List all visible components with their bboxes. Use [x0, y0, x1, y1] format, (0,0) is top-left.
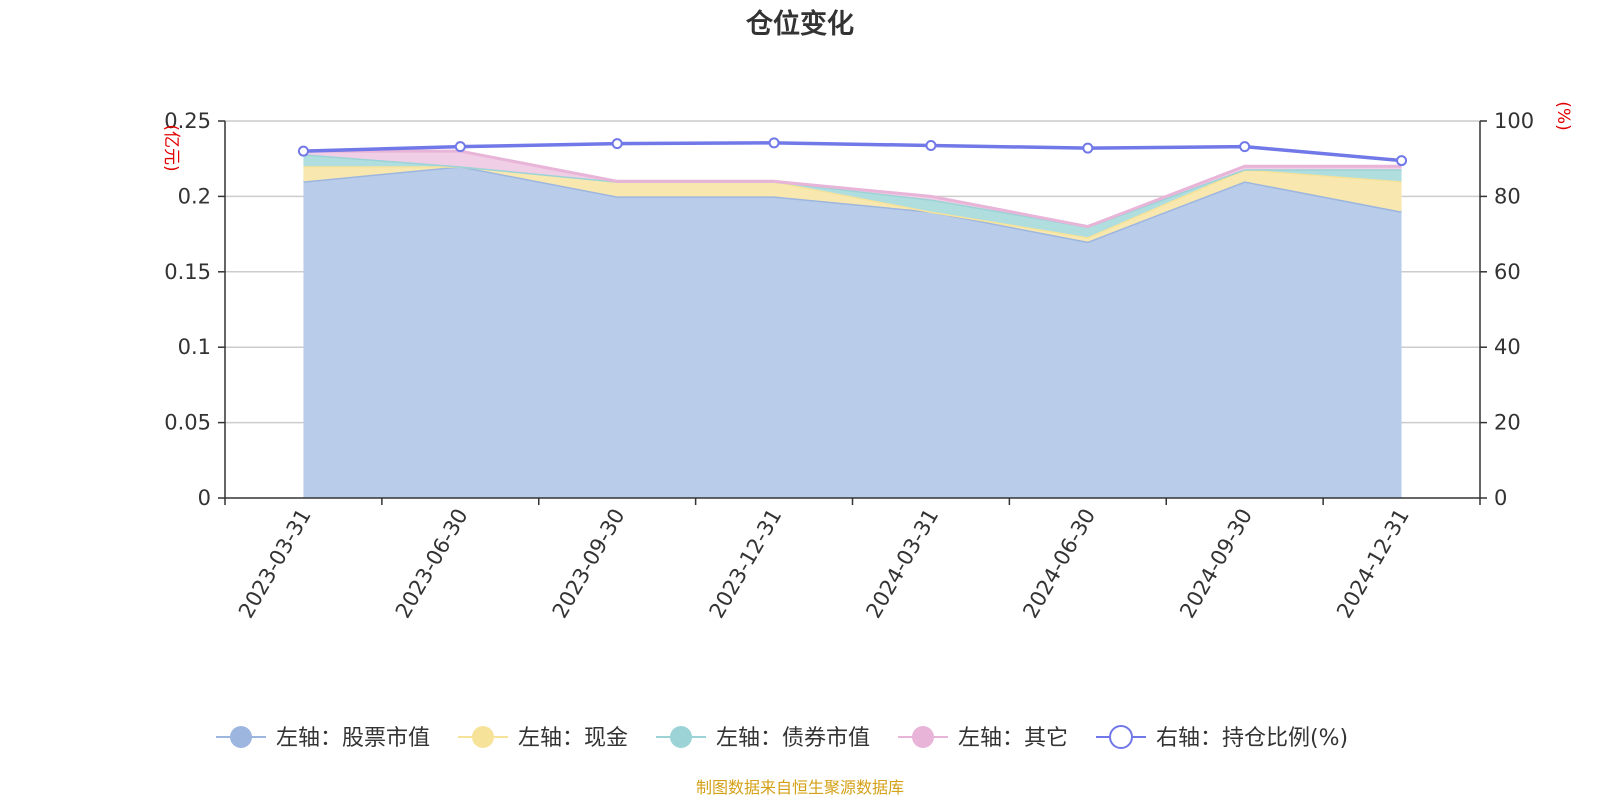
ratio-point — [1239, 141, 1251, 153]
ratio-point — [1082, 142, 1094, 154]
stacked-areas — [303, 149, 1402, 499]
x-tick-label: 2023-03-31 — [234, 505, 316, 623]
legend-marker — [670, 726, 692, 748]
x-tick-label: 2023-06-30 — [391, 505, 473, 623]
x-tick-label: 2024-06-30 — [1018, 505, 1100, 623]
x-tick-label: 2024-12-31 — [1332, 505, 1414, 623]
legend-marker — [912, 726, 934, 748]
legend-item-3: 左轴：债券市值 — [656, 726, 870, 751]
right-tick-label: 100 — [1494, 109, 1534, 133]
ratio-point — [454, 141, 466, 153]
legend-item-4: 左轴：其它 — [898, 726, 1068, 751]
right-tick-label: 20 — [1494, 411, 1521, 435]
area-2 — [303, 166, 1402, 242]
left-tick-label: 0.1 — [178, 335, 211, 359]
legend-marker — [472, 726, 494, 748]
right-tick-label: 40 — [1494, 335, 1521, 359]
right-tick-label: 60 — [1494, 260, 1521, 284]
legend-label: 左轴：其它 — [958, 726, 1068, 751]
area-1 — [303, 166, 1402, 499]
right-tick-label: 0 — [1494, 486, 1507, 510]
left-tick-label: 0.25 — [164, 109, 211, 133]
area-edge-4 — [303, 149, 1402, 229]
ratio-point — [768, 137, 780, 149]
left-tick-label: 0 — [198, 486, 211, 510]
left-tick-label: 0.05 — [164, 411, 211, 435]
right-tick-label: 80 — [1494, 184, 1521, 208]
area-3 — [303, 154, 1402, 238]
x-tick-label: 2023-09-30 — [548, 505, 630, 623]
legend-label: 左轴：股票市值 — [276, 726, 430, 751]
x-tick-label: 2023-12-31 — [705, 505, 787, 623]
legend: 左轴：股票市值 左轴：现金 左轴：债券市值 左轴：其它 右轴：持仓比例(%) — [216, 725, 1348, 751]
legend-marker — [230, 726, 252, 748]
legend-label: 左轴：现金 — [518, 726, 628, 751]
legend-label: 左轴：债券市值 — [716, 726, 870, 751]
x-tick-label: 2024-03-31 — [861, 505, 943, 623]
legend-label: 右轴：持仓比例(%) — [1156, 726, 1348, 751]
chart-title: 仓位变化 — [745, 8, 854, 40]
ratio-point — [611, 138, 623, 150]
legend-item-5: 右轴：持仓比例(%) — [1096, 725, 1348, 751]
left-axis-unit: (亿元) — [161, 124, 181, 171]
ratio-point — [925, 140, 937, 152]
source-note: 制图数据来自恒生聚源数据库 — [696, 778, 904, 797]
ratio-line-path — [303, 141, 1402, 163]
legend-item-1: 左轴：股票市值 — [216, 726, 430, 751]
legend-marker — [1109, 725, 1133, 749]
legend-item-2: 左轴：现金 — [458, 726, 628, 751]
left-tick-label: 0.15 — [164, 260, 211, 284]
right-axis-unit: (%) — [1553, 101, 1573, 130]
ratio-point — [1396, 155, 1408, 167]
ratio-line — [297, 137, 1408, 167]
x-tick-label: 2024-09-30 — [1175, 505, 1257, 623]
ratio-point — [297, 145, 309, 157]
left-tick-label: 0.2 — [178, 184, 211, 208]
